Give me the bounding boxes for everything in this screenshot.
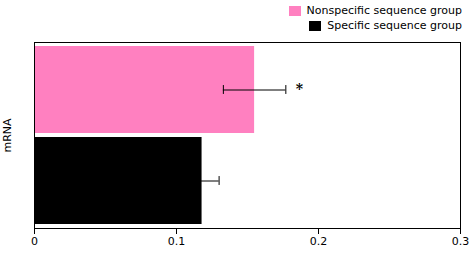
svg-text:mRNA: mRNA (1, 118, 14, 153)
html-text:Nonspecific sequence group: Nonspecific sequence group (306, 4, 462, 17)
svg-text:0.2: 0.2 (310, 235, 328, 248)
svg-text:0: 0 (31, 235, 38, 248)
svg-text:0.3: 0.3 (452, 235, 470, 248)
svg-text:*: * (296, 81, 304, 97)
html-text:Specific sequence group: Specific sequence group (327, 19, 462, 32)
svg-text:0.1: 0.1 (168, 235, 186, 248)
